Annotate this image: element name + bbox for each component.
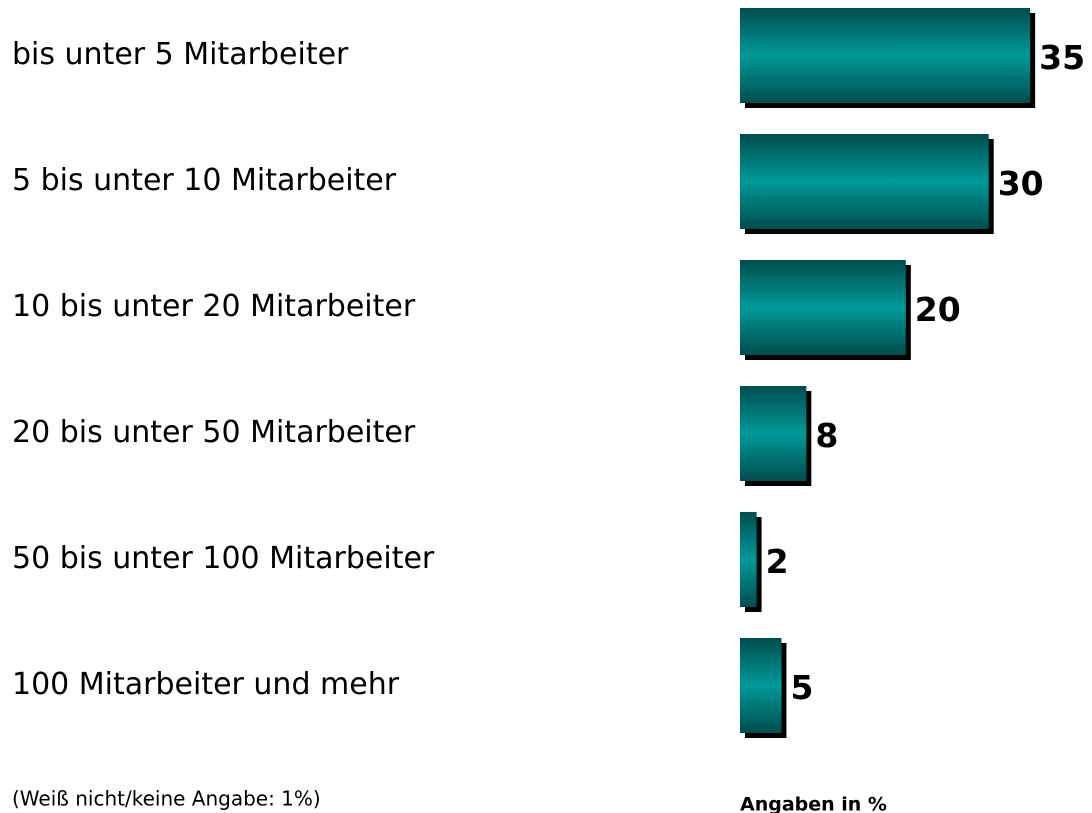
value-axis-label: Angaben in %: [740, 794, 887, 813]
value-label: 5: [790, 668, 813, 707]
value-label: 30: [998, 164, 1044, 203]
value-label: 35: [1039, 38, 1085, 77]
category-label: 10 bis unter 20 Mitarbeiter: [12, 289, 416, 324]
bar: [740, 512, 757, 607]
bar: [740, 8, 1031, 103]
value-label: 20: [915, 290, 961, 329]
category-label: 100 Mitarbeiter und mehr: [12, 667, 400, 702]
category-label: 20 bis unter 50 Mitarbeiter: [12, 415, 416, 450]
category-label: bis unter 5 Mitarbeiter: [12, 37, 349, 72]
value-label: 2: [766, 542, 789, 581]
category-label: 5 bis unter 10 Mitarbeiter: [12, 163, 397, 198]
value-label: 8: [815, 416, 838, 455]
bar: [740, 260, 906, 355]
bar: [740, 386, 807, 481]
footnote: (Weiß nicht/keine Angabe: 1%): [12, 787, 321, 811]
category-label: 50 bis unter 100 Mitarbeiter: [12, 541, 435, 576]
bar: [740, 134, 989, 229]
bar: [740, 638, 782, 733]
